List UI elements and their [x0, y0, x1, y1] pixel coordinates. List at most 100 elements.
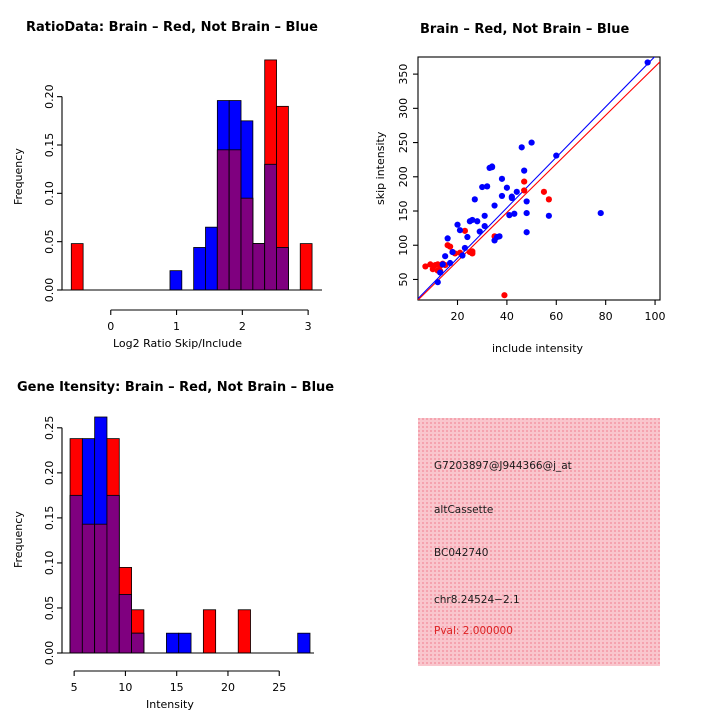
scatter-fit-line [418, 57, 656, 300]
ratio-bar-overlap [240, 197, 254, 291]
scatter-point [427, 261, 434, 268]
x-tick-label: 40 [500, 310, 514, 323]
scatter-point [479, 183, 486, 191]
x-tick-label: 20 [451, 310, 465, 323]
scatter-point [523, 209, 530, 217]
scatter-point [506, 212, 513, 219]
scatter-point [471, 196, 478, 203]
ratio-histogram-svg: 0.00 0.05 0.10 0.15 0.20 0 1 2 3 [43, 59, 322, 333]
scatter-point [508, 193, 515, 200]
scatter-point [442, 253, 449, 260]
scatter-point [518, 144, 525, 151]
x-tick-label: 25 [272, 681, 286, 694]
scatter-point [498, 175, 506, 182]
scatter-point [511, 210, 518, 217]
ratio-histogram-panel: RatioData: Brain – Red, Not Brain – Blue… [0, 0, 360, 360]
gene-bar-blue [297, 632, 311, 654]
scatter-point [545, 212, 552, 219]
y-tick-label: 200 [397, 166, 410, 187]
scatter-point [501, 292, 508, 299]
x-tick-label: 20 [221, 681, 235, 694]
scatter-point [521, 178, 528, 185]
scatter-point [447, 259, 454, 267]
accession-text: BC042740 [434, 547, 489, 559]
ratio-x-axis: 0 1 2 3 [107, 309, 312, 333]
scatter-point [456, 227, 464, 234]
ratio-bar-blue [169, 270, 183, 291]
scatter-point [481, 212, 488, 219]
scatter-point [488, 163, 496, 170]
scatter-point [454, 221, 461, 228]
x-tick-label: 100 [645, 310, 666, 323]
x-tick-label: 2 [239, 320, 246, 333]
y-tick-label: 350 [397, 64, 410, 85]
y-tick-label: 100 [397, 235, 410, 256]
gene-info-panel: G7203897@J944366@j_at altCassette BC0427… [360, 360, 720, 720]
scatter-point [498, 192, 506, 200]
scatter-point [553, 152, 560, 159]
scatter-point [513, 188, 520, 195]
scatter-point [484, 183, 491, 190]
scatter-point [469, 248, 476, 255]
scatter-point [437, 269, 444, 276]
x-tick-label: 80 [599, 310, 613, 323]
gene-bar-blue [166, 632, 180, 654]
gene-plot-title: Gene Itensity: Brain – Red, Not Brain – … [17, 380, 335, 395]
ratio-bar-overlap [264, 163, 277, 291]
scatter-point [521, 187, 528, 194]
scatter-point [521, 167, 528, 174]
y-tick-label: 250 [397, 132, 410, 153]
ratio-bar-red [299, 243, 313, 291]
gene-bar-overlap [106, 494, 120, 654]
intensity-scatter-panel: Brain – Red, Not Brain – Blue skip inten… [360, 0, 720, 360]
gene-x-axis: 5 10 15 20 25 [71, 670, 286, 694]
y-tick-label: 300 [397, 98, 410, 119]
ratio-bar-overlap [228, 149, 242, 291]
y-tick-label: 0.25 [43, 416, 56, 441]
scatter-point [503, 184, 510, 191]
ratio-bars-group [70, 59, 313, 291]
scatter-x-axis: 20 40 60 80 100 [451, 300, 666, 323]
y-tick-label: 150 [397, 201, 410, 222]
y-tick-label: 0.05 [43, 229, 56, 254]
gene-bar-blue [178, 632, 192, 654]
scatter-point [545, 196, 552, 203]
y-tick-label: 0.05 [43, 596, 56, 621]
scatter-point [461, 227, 469, 234]
scatter-content [418, 57, 660, 300]
locus-text: chr8.24524−2.1 [434, 594, 520, 606]
scatter-fit-line [418, 61, 660, 300]
scatter-point [439, 261, 446, 268]
intensity-scatter-svg: 50 100 150 200 250 300 350 20 40 60 80 100 [397, 56, 666, 323]
pval-text: Pval: 2.000000 [434, 625, 513, 637]
scatter-point [444, 235, 451, 242]
ratio-bar-blue [193, 247, 206, 291]
scatter-point [422, 263, 429, 270]
gene-bars-group [69, 416, 311, 654]
y-tick-label: 0.10 [43, 181, 56, 206]
ratio-bar-overlap [252, 243, 266, 291]
x-tick-label: 10 [118, 681, 132, 694]
x-tick-label: 1 [173, 320, 180, 333]
scatter-point [469, 216, 476, 224]
x-tick-label: 60 [549, 310, 563, 323]
scatter-point [597, 209, 604, 217]
y-tick-label: 0.00 [43, 278, 56, 303]
gene-bar-red [202, 609, 217, 654]
scatter-point [491, 202, 498, 209]
gene-bar-overlap [69, 494, 83, 654]
gene-bar-overlap [94, 523, 108, 654]
gene-bar-overlap [131, 632, 145, 654]
scatter-point [644, 59, 651, 66]
scatter-point [464, 233, 471, 241]
gene-bar-overlap [118, 594, 132, 654]
x-tick-label: 3 [305, 320, 312, 333]
ratio-bar-red [70, 243, 84, 291]
ratio-plot-title: RatioData: Brain – Red, Not Brain – Blue [26, 20, 318, 35]
scatter-y-axis: 50 100 150 200 250 300 350 [397, 64, 418, 286]
scatter-point [523, 198, 530, 205]
y-tick-label: 0.15 [43, 133, 56, 158]
scatter-point [461, 244, 469, 252]
ratio-y-axis: 0.00 0.05 0.10 0.15 0.20 [43, 84, 63, 303]
scatter-point [459, 252, 466, 259]
